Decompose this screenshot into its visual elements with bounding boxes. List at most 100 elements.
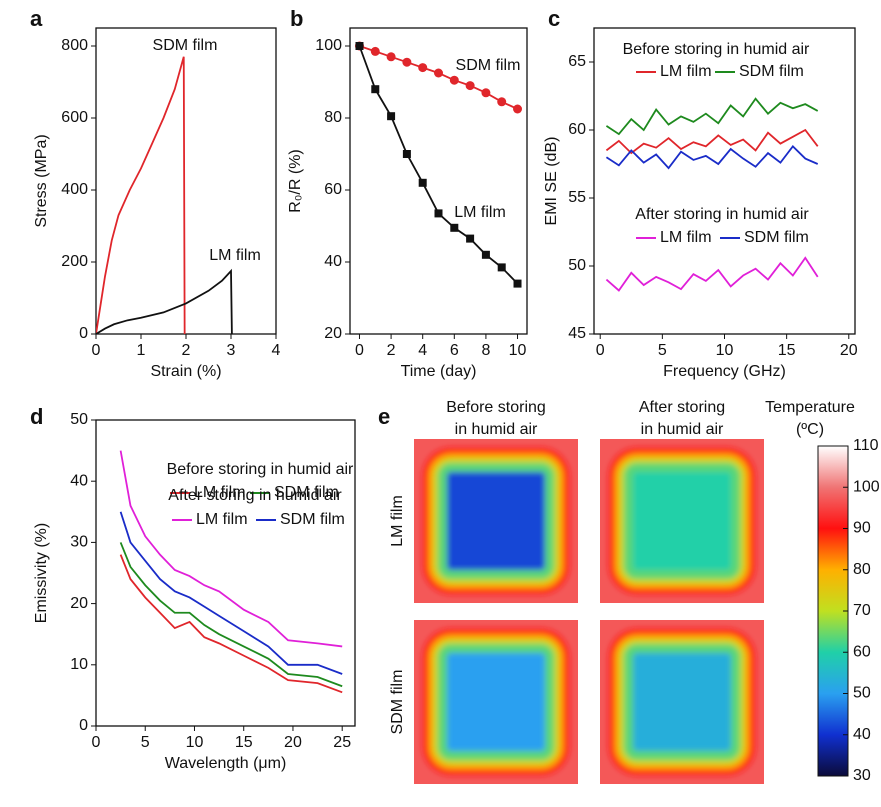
y-tick-label: 40 [324, 253, 342, 270]
colorbar-tick-label: 90 [853, 520, 871, 537]
x-axis-label: Wavelength (μm) [165, 755, 287, 772]
point [434, 209, 443, 218]
legend-label: LM film [196, 511, 248, 528]
axes-frame [95, 27, 277, 335]
series-line [96, 268, 233, 334]
colorbar-tick-label: 100 [853, 478, 880, 495]
x-tick-label: 0 [596, 342, 605, 359]
row-label: SDM film [389, 670, 406, 735]
legend-label: LM film [660, 63, 712, 80]
thermal-image [423, 629, 569, 775]
x-tick-label: 6 [450, 342, 459, 359]
thermal-image [609, 448, 755, 594]
point [449, 75, 459, 85]
point [450, 223, 459, 232]
x-tick-label: 15 [235, 734, 253, 751]
axes-frame [95, 419, 356, 727]
series-line [605, 97, 819, 136]
series-line [119, 511, 343, 675]
colorbar-tick-label: 40 [853, 726, 871, 743]
y-axis-label: Emissivity (%) [33, 523, 50, 623]
point [386, 52, 396, 62]
x-tick-label: 25 [333, 734, 351, 751]
legend-label: SDM film [280, 511, 345, 528]
series-line [119, 554, 343, 694]
series-line [119, 542, 343, 688]
y-tick-label: 55 [568, 189, 586, 206]
legend-label: SDM film [744, 229, 809, 246]
x-axis-label: Time (day) [401, 363, 477, 380]
y-tick-label: 80 [324, 109, 342, 126]
colorbar-tick-label: 60 [853, 643, 871, 660]
thermal-core [633, 653, 731, 751]
point [371, 85, 380, 94]
series-label: LM film [209, 247, 261, 264]
point [434, 68, 443, 78]
x-tick-label: 0 [92, 734, 101, 751]
point [418, 63, 428, 73]
panel-label: e [378, 404, 390, 429]
x-tick-label: 10 [509, 342, 527, 359]
y-tick-label: 0 [79, 717, 88, 734]
series-line [96, 56, 186, 334]
point [497, 263, 506, 272]
x-tick-label: 1 [137, 342, 146, 359]
legend-label: SDM film [274, 484, 339, 501]
x-tick-label: 4 [272, 342, 281, 359]
point [370, 46, 380, 56]
x-tick-label: 10 [716, 342, 734, 359]
colorbar-tick-label: 70 [853, 602, 871, 619]
annotation: After storing in humid air [635, 206, 809, 223]
y-tick-label: 100 [315, 37, 342, 54]
column-label: After storing in humid air [639, 399, 725, 438]
colorbar-tick-label: 80 [853, 561, 871, 578]
colorbar-title: Temperature (ºC) [765, 399, 855, 438]
colorbar-tick-label: 50 [853, 685, 871, 702]
series-label: SDM film [456, 57, 521, 74]
x-tick-label: 20 [284, 734, 302, 751]
series-label: SDM film [153, 37, 218, 54]
series-label: LM film [454, 204, 506, 221]
y-tick-label: 45 [568, 325, 586, 342]
y-tick-label: 40 [70, 472, 88, 489]
y-tick-label: 0 [79, 325, 88, 342]
thermal-image [609, 629, 755, 775]
point [513, 279, 522, 288]
y-tick-label: 20 [324, 325, 342, 342]
legend-label: LM film [194, 484, 246, 501]
point [418, 178, 427, 187]
x-tick-label: 20 [840, 342, 858, 359]
y-tick-label: 30 [70, 534, 88, 551]
panel-label: c [548, 6, 560, 31]
series-line [605, 144, 819, 170]
y-axis-label: Stress (MPa) [33, 134, 50, 227]
panel-label: d [30, 404, 43, 429]
y-axis-label: R₀/R (%) [287, 149, 304, 213]
x-tick-label: 3 [227, 342, 236, 359]
y-tick-label: 10 [70, 656, 88, 673]
annotation: Before storing in humid air [167, 461, 354, 478]
column-label: Before storing in humid air [446, 399, 546, 438]
x-tick-label: 10 [186, 734, 204, 751]
x-tick-label: 8 [481, 342, 490, 359]
row-label: LM film [389, 495, 406, 547]
point [481, 88, 491, 98]
axes-frame [593, 27, 856, 335]
x-tick-label: 4 [418, 342, 427, 359]
point [513, 104, 523, 114]
y-tick-label: 400 [61, 181, 88, 198]
y-axis-label: EMI SE (dB) [543, 137, 560, 226]
point [466, 234, 475, 243]
thermal-core [447, 653, 545, 751]
series-line [119, 450, 343, 648]
annotation: After storing in humid air [168, 487, 342, 504]
y-tick-label: 60 [568, 121, 586, 138]
y-tick-label: 200 [61, 253, 88, 270]
thermal-image [423, 448, 569, 594]
point [402, 150, 411, 158]
series-line [358, 45, 519, 285]
axes-frame [349, 27, 528, 335]
y-tick-label: 600 [61, 109, 88, 126]
colorbar-tick-label: 30 [853, 767, 871, 784]
y-tick-label: 800 [61, 37, 88, 54]
